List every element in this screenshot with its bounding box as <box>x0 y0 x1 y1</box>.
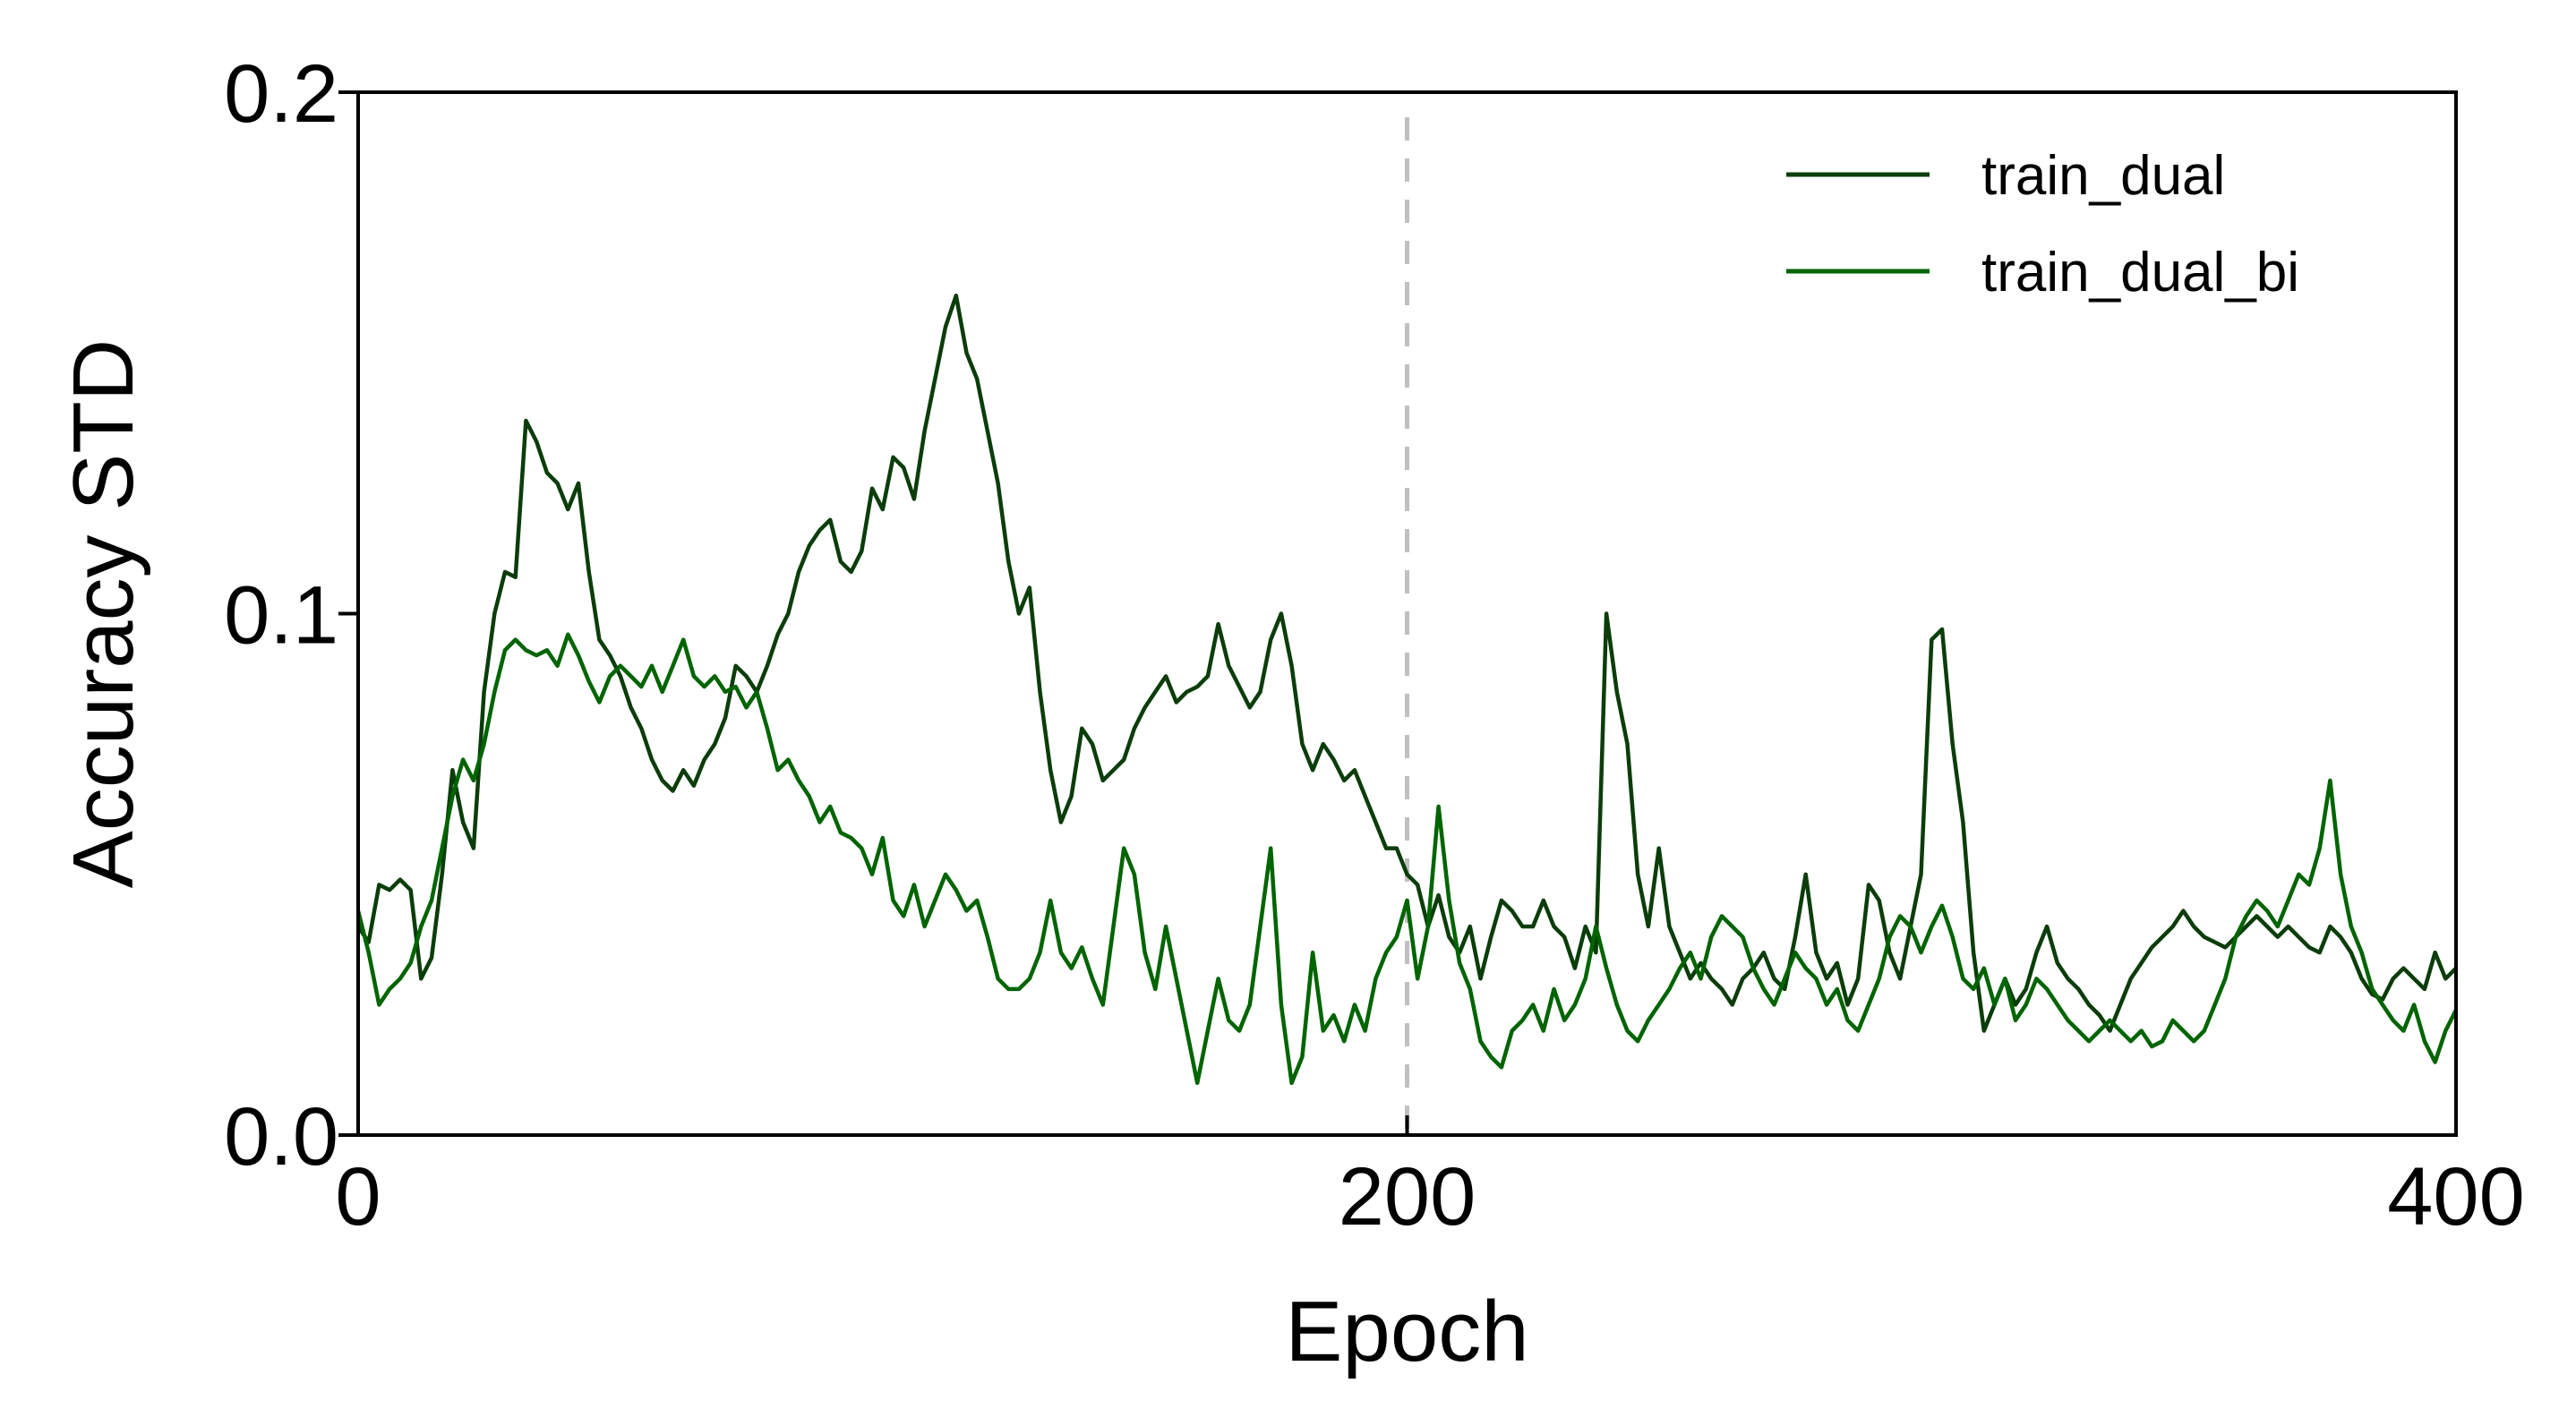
axes: 0 200 400 0.0 0.1 0.2 Epoch Accuracy STD <box>56 48 2525 1379</box>
y-tick-label: 0.0 <box>224 1091 338 1183</box>
legend: train_dual train_dual_bi <box>1786 145 2299 303</box>
x-tick-label: 0 <box>335 1151 381 1242</box>
y-tick-label: 0.2 <box>224 48 338 140</box>
x-tick-label: 400 <box>2387 1151 2525 1242</box>
series-line-train-dual-bi <box>358 632 2456 1086</box>
legend-label-train-dual-bi: train_dual_bi <box>1981 242 2299 303</box>
legend-label-train-dual: train_dual <box>1981 145 2225 207</box>
y-tick-label: 0.1 <box>224 570 338 662</box>
x-axis-title: Epoch <box>1285 1284 1528 1379</box>
x-tick-label: 200 <box>1339 1151 1476 1242</box>
plot-area <box>358 117 2456 1135</box>
y-axis-title: Accuracy STD <box>56 339 151 888</box>
